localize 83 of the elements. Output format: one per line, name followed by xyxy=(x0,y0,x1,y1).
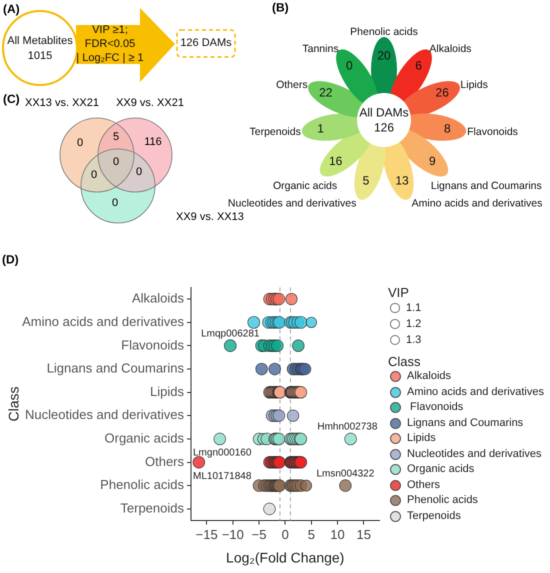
text: 126 DAMs xyxy=(179,36,233,50)
data-label: 0 xyxy=(112,155,120,169)
data-label: 5 xyxy=(362,174,370,188)
legend-label: Organic acids xyxy=(407,462,474,478)
data-label: 9 xyxy=(429,154,436,168)
legend-label: Amino acids and derivatives xyxy=(407,384,544,400)
annotation: Hmhn002738 xyxy=(317,422,378,433)
legend-label: Phenolic acids xyxy=(407,493,478,508)
y-tick-label: Phenolic acids xyxy=(100,477,184,492)
data-label: 0 xyxy=(346,58,354,72)
annotation: Lmsn004322 xyxy=(316,468,375,480)
x-tick-label: −15 xyxy=(196,526,218,542)
text: 1015 xyxy=(28,50,52,62)
text: XX9 vs. XX21 xyxy=(115,96,185,110)
y-tick-label: Amino acids and derivatives xyxy=(22,314,184,329)
x-tick-label: −10 xyxy=(222,526,244,542)
text: (D) xyxy=(2,252,19,267)
text: All Metablites xyxy=(7,35,73,47)
data-label: 116 xyxy=(143,135,163,149)
x-tick-label: −5 xyxy=(252,526,266,542)
category-label: Alkaloids xyxy=(429,43,472,56)
legend-label: Nucleotides and derivatives xyxy=(407,446,542,462)
data-label: 0 xyxy=(76,136,84,150)
data-label: 0 xyxy=(90,168,98,182)
annotation: Lmqp006281 xyxy=(201,328,260,340)
text: (C) xyxy=(3,92,20,106)
category-label: Tannins xyxy=(302,43,339,56)
legend-label: Lignans and Coumarins xyxy=(407,416,524,431)
data-label: 8 xyxy=(444,121,452,136)
category-label: Flavonoids xyxy=(467,126,518,138)
data-label: 1 xyxy=(317,121,324,136)
annotation: Lmgn000160 xyxy=(193,448,252,459)
category-label: Lipids xyxy=(460,78,488,91)
legend-label: 1.3 xyxy=(406,332,422,348)
x-tick-label: 5 xyxy=(308,526,315,542)
category-label: Amino acids and derivatives xyxy=(412,197,542,210)
category-label: Phenolic acids xyxy=(350,26,418,38)
x-tick-label: 0 xyxy=(282,526,289,542)
y-tick-label: Lipids xyxy=(150,384,184,399)
category-label: Organic acids xyxy=(272,180,338,192)
text: | Log₂FC | ≥ 1 xyxy=(76,52,144,64)
legend-title: Class xyxy=(388,354,422,369)
y-tick-label: Others xyxy=(144,454,184,469)
category-label: Lignans and Coumarins xyxy=(430,180,542,192)
text: VIP ≥1; xyxy=(92,24,128,36)
legend-label: Others xyxy=(407,478,440,493)
text: (B) xyxy=(272,0,289,14)
text: XX13 vs. XX21 xyxy=(25,97,99,109)
x-tick-label: 10 xyxy=(330,526,345,542)
y-tick-label: Alkaloids xyxy=(132,290,184,306)
data-label: 20 xyxy=(377,48,391,62)
data-label: 22 xyxy=(319,86,333,100)
category-label: Nucleotides and derivatives xyxy=(228,197,356,210)
text: VIP xyxy=(388,285,410,300)
data-label: 16 xyxy=(328,154,343,168)
data-label: 5 xyxy=(112,130,120,144)
data-label: 26 xyxy=(436,86,450,100)
legend-label: 1.2 xyxy=(406,316,422,332)
y-tick-label: Organic acids xyxy=(104,430,184,446)
text: XX9 vs. XX13 xyxy=(176,210,245,224)
category-label: Others xyxy=(276,78,308,91)
y-axis-title: Class xyxy=(5,386,22,422)
category-label: Terpenoids xyxy=(249,126,301,138)
legend-label: Terpenoids xyxy=(407,508,461,524)
legend-label: Lipids xyxy=(407,431,436,446)
legend-label: Flavonoids xyxy=(409,400,464,416)
text: 126 xyxy=(374,120,394,134)
data-label: 13 xyxy=(395,174,410,188)
x-tick-label: 15 xyxy=(356,526,371,542)
x-axis-title: Log₂(Fold Change) xyxy=(226,549,344,566)
text: All DAMs xyxy=(359,105,409,120)
text: Alkaloids xyxy=(407,369,452,384)
legend-label: 1.1 xyxy=(406,300,422,316)
text: FDR<0.05 xyxy=(84,38,136,50)
y-tick-label: Nucleotides and derivatives xyxy=(25,407,184,422)
y-tick-label: Terpenoids xyxy=(120,500,184,516)
y-tick-label: Lignans and Coumarins xyxy=(46,360,184,376)
data-label: 0 xyxy=(110,196,120,210)
data-label: 6 xyxy=(415,58,422,72)
data-label: 0 xyxy=(134,165,144,179)
text: (A) xyxy=(3,2,20,16)
y-tick-label: Flavonoids xyxy=(121,337,184,352)
annotation: ML10171848 xyxy=(193,471,252,482)
